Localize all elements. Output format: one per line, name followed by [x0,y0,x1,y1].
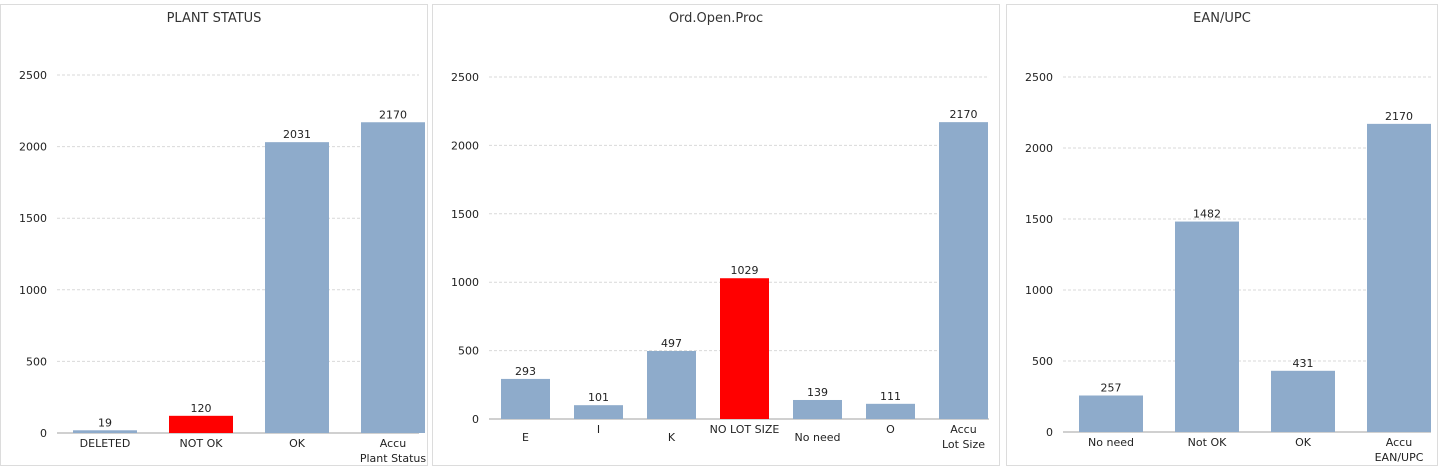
bar [793,399,842,419]
y-tick-label: 1000 [451,276,479,289]
chart-title: EAN/UPC [1193,11,1251,26]
y-tick-label: 1500 [19,212,47,225]
x-category-label: Accu [950,423,976,436]
bar-value-label: 2170 [950,108,978,121]
x-category-label: I [597,423,600,436]
x-category-label: Accu [1386,436,1412,449]
bar [1175,221,1239,432]
y-tick-label: 2000 [19,141,47,154]
bar-value-label: 101 [588,391,609,404]
chart-title: Ord.Open.Proc [668,11,764,26]
bar-value-label: 431 [1293,357,1314,370]
x-category-label: DELETED [80,437,131,450]
bar-chart-ord-open-proc: 0 500 1000 1500 2000 2500 293 E 101 I 497 K 1029 NO L… [451,71,989,451]
x-category-label: OK [1295,436,1312,449]
bar [1079,395,1143,432]
chart-panel-plant-status: PLANT STATUS 0 500 1000 1500 2000 2500 19 DELET… [0,4,428,466]
y-tick-label: 0 [472,413,479,426]
bar [1271,370,1335,432]
bar-value-label: 2170 [379,108,407,121]
bar [361,122,425,434]
x-category-label: Accu [380,437,406,450]
x-category-label: OK [289,437,306,450]
y-tick-label: 1000 [19,284,47,297]
bar [939,122,988,420]
chart-panel-ean-upc: EAN/UPC 0 500 1000 1500 2000 2500 257 No need 14… [1006,4,1438,466]
bar-value-label: 139 [807,386,828,399]
y-tick-label: 500 [458,345,479,358]
bar-chart-plant-status: 0 500 1000 1500 2000 2500 19 DELETED 120 NOT OK 20… [19,69,427,465]
x-category-label: EAN/UPC [1375,451,1424,464]
bar-value-label: 2170 [1385,110,1413,123]
bar-chart-ean-upc: 0 500 1000 1500 2000 2500 257 No need 1482 Not OK… [1025,71,1431,464]
x-category-label: No need [795,431,841,444]
y-tick-label: 1500 [451,208,479,221]
bar [720,278,769,419]
bar-value-label: 19 [98,416,112,429]
x-category-label: O [886,423,895,436]
y-tick-label: 2500 [19,69,47,82]
bar-value-label: 1029 [731,264,759,277]
y-tick-label: 2000 [451,139,479,152]
bar-value-label: 120 [191,402,212,415]
bar [73,430,137,433]
x-category-label: No need [1088,436,1134,449]
bar-value-label: 257 [1101,382,1122,395]
y-tick-label: 1000 [1025,284,1053,297]
y-tick-label: 0 [40,427,47,440]
bar [1367,123,1431,433]
bar [574,405,623,419]
x-category-label: Lot Size [942,438,985,451]
y-tick-label: 500 [26,355,47,368]
x-category-label: K [668,431,676,444]
y-tick-label: 1500 [1025,213,1053,226]
y-tick-label: 2500 [1025,71,1053,84]
chart-title: PLANT STATUS [166,11,262,26]
y-tick-label: 2000 [1025,142,1053,155]
x-category-label: NOT OK [180,437,224,450]
bar-value-label: 2031 [283,128,311,141]
y-tick-label: 2500 [451,71,479,84]
bar-value-label: 1482 [1193,208,1221,221]
bar [866,403,915,419]
x-category-label: NO LOT SIZE [710,423,780,436]
bar-value-label: 111 [880,390,901,403]
bar-value-label: 497 [661,337,682,350]
y-tick-label: 0 [1046,426,1053,439]
y-tick-label: 500 [1032,355,1053,368]
bar-value-label: 293 [515,365,536,378]
bar [265,142,329,433]
x-category-label: Not OK [1188,436,1227,449]
bar [169,415,233,433]
bar [501,378,550,419]
x-category-label: Plant Status [360,452,427,465]
chart-panel-ord-open-proc: Ord.Open.Proc 0 500 1000 1500 2000 2500 293 E 10… [432,4,1000,466]
bar [647,351,696,419]
x-category-label: E [522,431,529,444]
